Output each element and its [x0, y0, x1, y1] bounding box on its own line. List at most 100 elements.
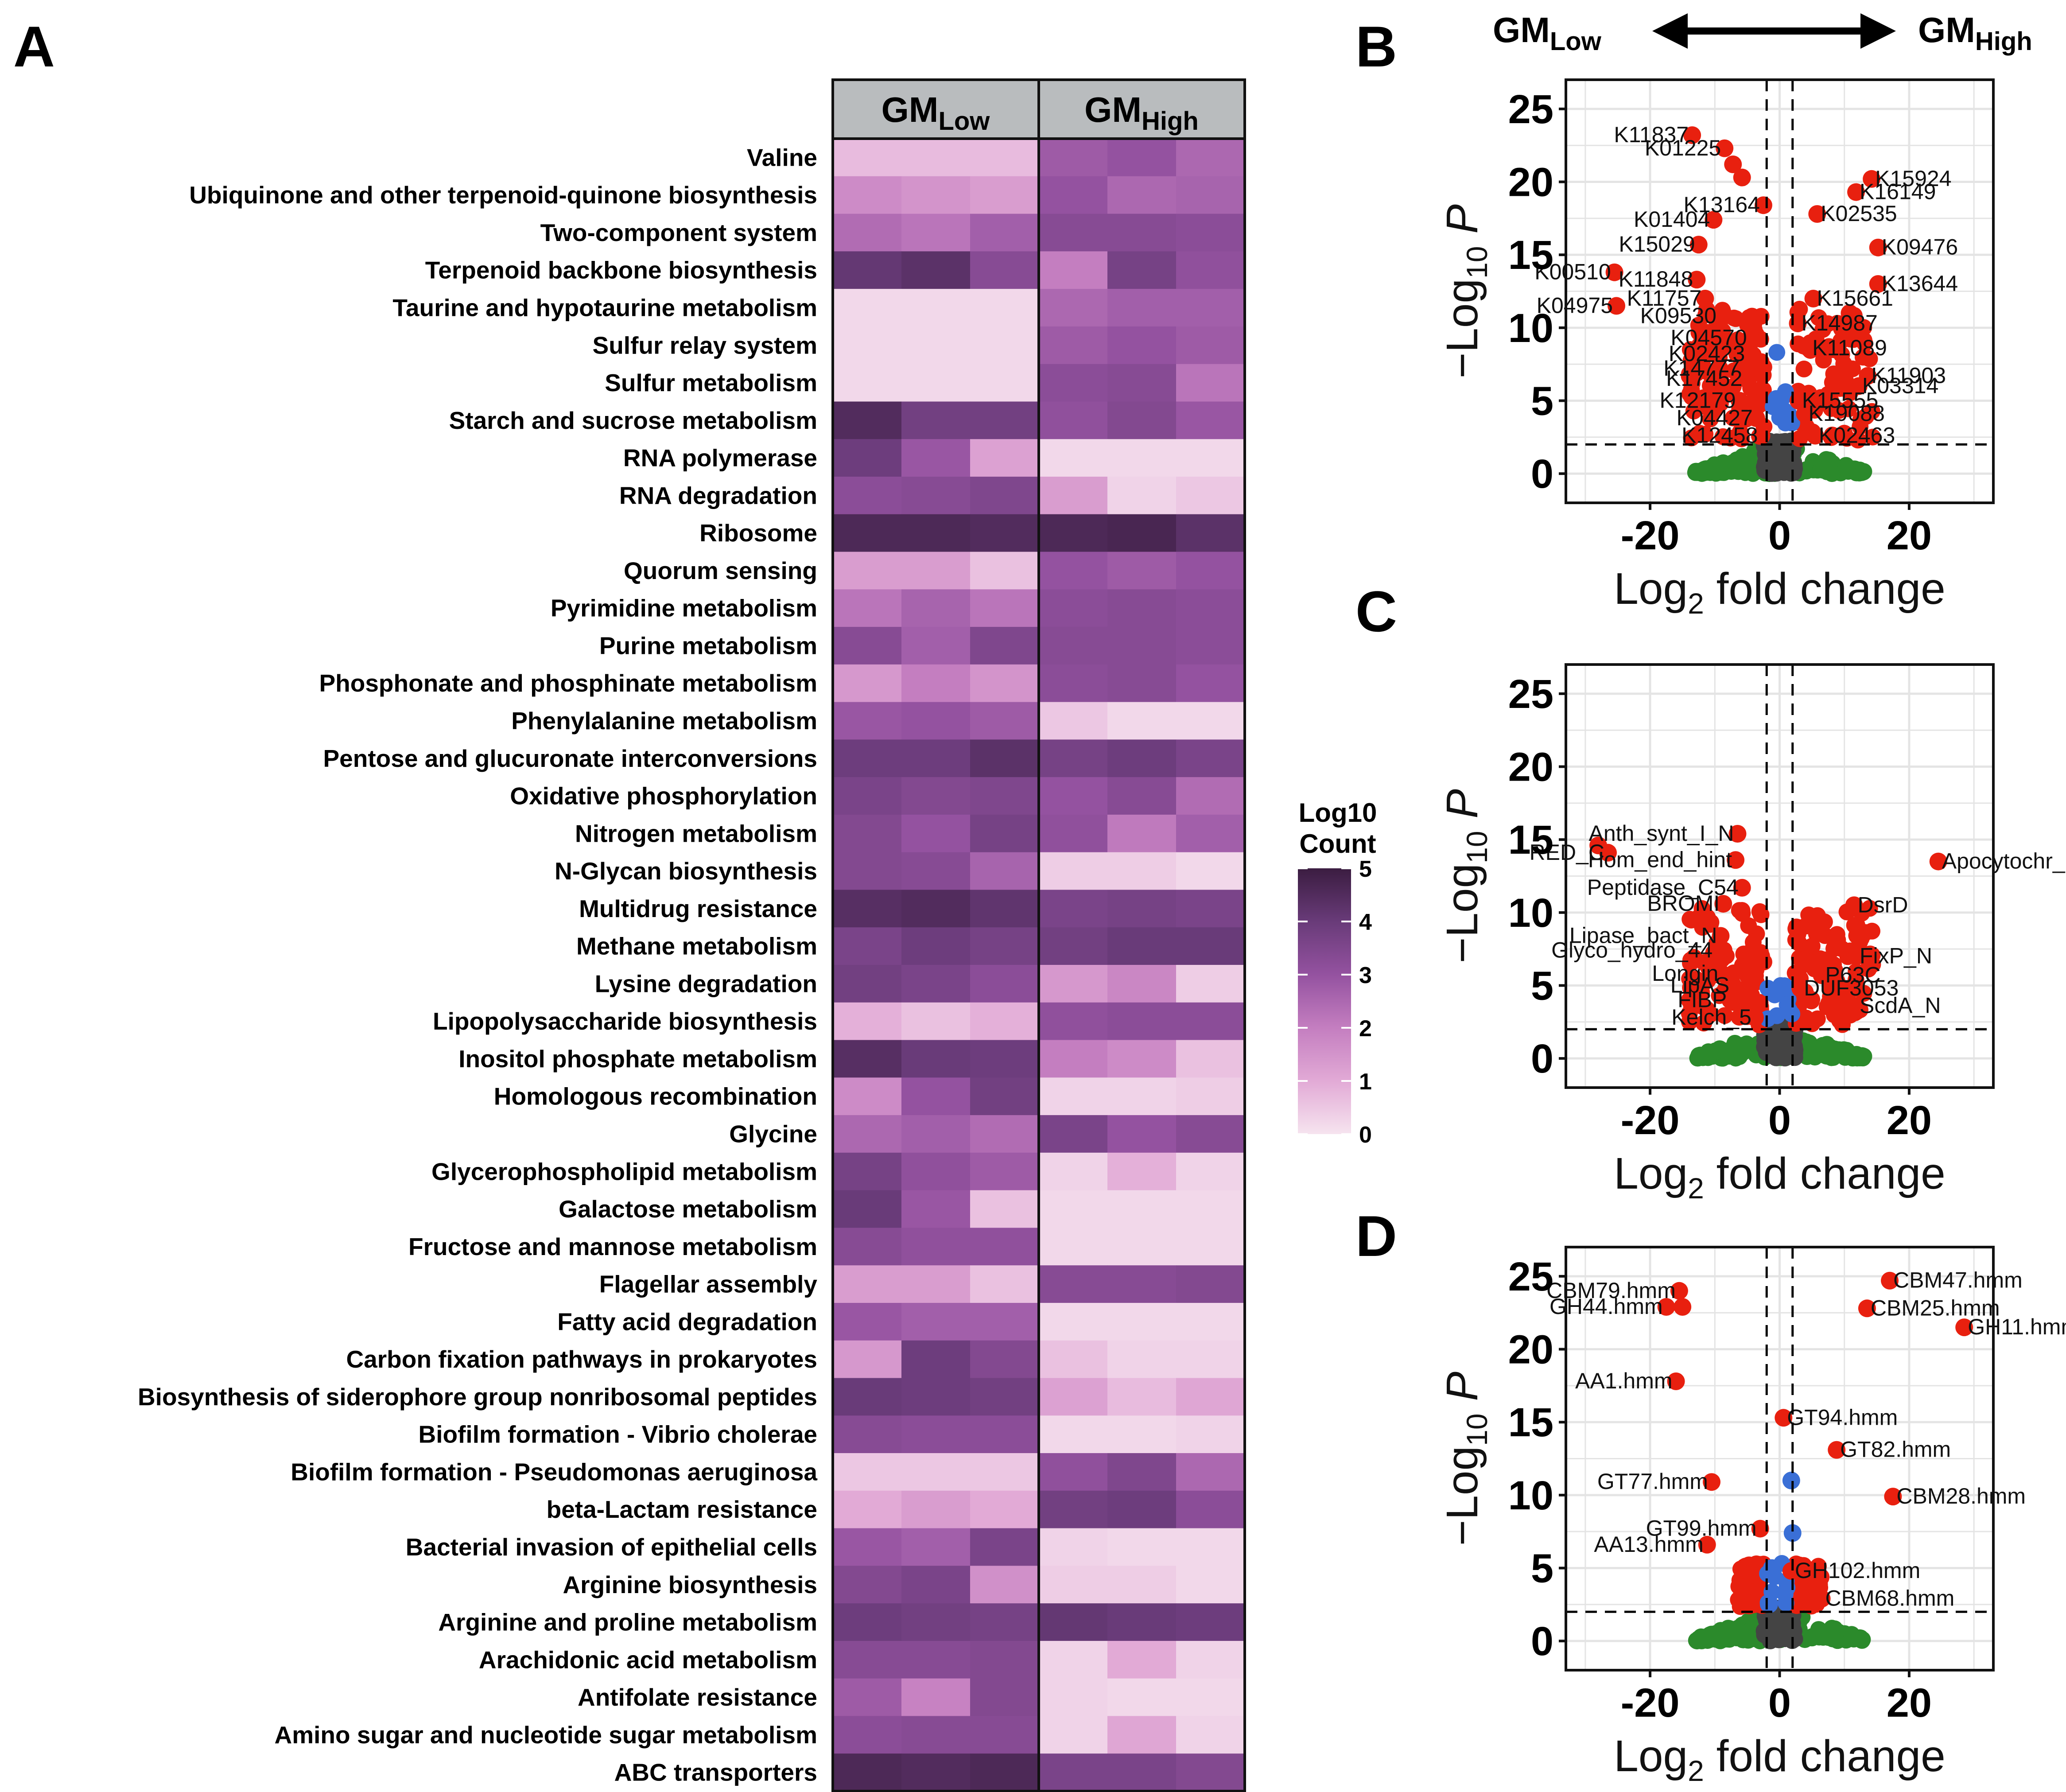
- heatmap-cell: [970, 927, 1039, 965]
- point-label: DsrD: [1858, 892, 1908, 917]
- legend-title-line1: Log10: [1299, 798, 1377, 828]
- heatmap-cell: [970, 702, 1039, 740]
- heatmap-cell: [1039, 289, 1108, 327]
- point-significant: [1706, 330, 1724, 348]
- y-tick-label: 0: [1531, 1036, 1553, 1081]
- heatmap-cell: [901, 702, 971, 740]
- heatmap-cell: [833, 1190, 902, 1228]
- legend-color-bar: [1298, 868, 1351, 1134]
- data-point: [1782, 1562, 1800, 1580]
- point-significant: [1702, 377, 1719, 394]
- heatmap-cell: [1107, 1603, 1177, 1641]
- data-point: [1716, 139, 1734, 157]
- point-significant: [1842, 330, 1859, 348]
- heatmap-row-label: Glycerophospholipid metabolism: [431, 1158, 817, 1185]
- legend-title-line2: Count: [1299, 829, 1376, 859]
- data-point: [1808, 205, 1826, 223]
- heatmap-cell: [970, 1077, 1039, 1116]
- heatmap-cell: [1107, 439, 1177, 477]
- direction-arrow-right-head: [1860, 13, 1896, 49]
- heatmap-cell: [1176, 214, 1245, 252]
- heatmap-cell: [970, 139, 1039, 177]
- point-significant: [1693, 983, 1710, 1001]
- heatmap-cell: [901, 1040, 971, 1078]
- point-significant: [1744, 933, 1762, 951]
- heatmap-cell: [1176, 251, 1245, 289]
- heatmap-cell: [833, 777, 902, 815]
- heatmap-cell: [833, 326, 902, 365]
- heatmap-cell: [970, 1228, 1039, 1266]
- panel-label-b: B: [1355, 14, 1397, 79]
- heatmap-cell: [1176, 664, 1245, 703]
- point-significant: [1818, 998, 1836, 1015]
- point-significant: [1792, 1580, 1810, 1598]
- point-not-significant: [1764, 1629, 1782, 1646]
- point-label: K02423: [1669, 341, 1745, 366]
- point-significant: [1693, 327, 1710, 344]
- x-tick-label: 0: [1768, 1098, 1791, 1143]
- point-label: K01404: [1634, 207, 1710, 232]
- heatmap-row-label: Two-component system: [540, 219, 817, 246]
- point-not-significant: [1773, 459, 1790, 477]
- point-label: K19088: [1809, 401, 1885, 426]
- heatmap-cell: [833, 1603, 902, 1641]
- heatmap-cell: [833, 1340, 902, 1379]
- point-label: K15661: [1817, 286, 1893, 311]
- heatmap-cell: [901, 289, 971, 327]
- heatmap-cell: [1107, 927, 1177, 965]
- data-point: [1804, 289, 1822, 307]
- point-p-only: [1768, 344, 1786, 361]
- point-p-only: [1767, 390, 1785, 407]
- heatmap-cell: [970, 1753, 1039, 1792]
- heatmap-cell: [901, 852, 971, 890]
- x-tick-label: 20: [1887, 513, 1932, 558]
- heatmap-cell: [1107, 214, 1177, 252]
- data-point: [1782, 1471, 1800, 1489]
- data-point: [1688, 271, 1706, 289]
- point-label: K13164: [1684, 192, 1760, 217]
- data-point: [1599, 844, 1617, 862]
- data-point: [1705, 211, 1723, 229]
- heatmap-cell: [1176, 439, 1245, 477]
- heatmap-cell: [833, 1753, 902, 1792]
- heatmap-cell: [1107, 1265, 1177, 1303]
- heatmap-cell: [1039, 814, 1108, 853]
- heatmap-cell: [1039, 1490, 1108, 1529]
- heatmap-cell: [901, 1453, 971, 1491]
- heatmap-row-label: Ubiquinone and other terpenoid-quinone b…: [189, 181, 817, 209]
- heatmap-cell: [1176, 401, 1245, 439]
- point-significant: [1800, 953, 1817, 971]
- heatmap-cell: [901, 1415, 971, 1454]
- heatmap-cell: [833, 1566, 902, 1604]
- heatmap-row-labels: Valine Ubiquinone and other terpenoid-qui…: [138, 144, 817, 1786]
- data-point: [1813, 1590, 1831, 1608]
- heatmap-header-high-label: GMHigh: [1084, 90, 1199, 136]
- data-point: [1712, 927, 1730, 945]
- heatmap-cell: [1107, 1753, 1177, 1792]
- x-tick-label: 0: [1768, 1680, 1791, 1726]
- heatmap-cell: [833, 739, 902, 777]
- heatmap-cell: [1039, 401, 1108, 439]
- data-point: [1955, 1318, 1973, 1337]
- data-point: [1724, 976, 1742, 995]
- heatmap-cell: [901, 476, 971, 515]
- heatmap-cell: [1176, 1528, 1245, 1566]
- data-point: [1724, 155, 1742, 173]
- point-significant: [1743, 953, 1760, 970]
- heatmap-row-label: Fructose and mannose metabolism: [408, 1233, 817, 1260]
- heatmap-header-low-label: GMLow: [882, 90, 990, 136]
- heatmap-cell: [1039, 514, 1108, 552]
- legend-tick-label: 0: [1359, 1122, 1372, 1148]
- point-significant: [1809, 907, 1826, 924]
- heatmap-cell: [1107, 1040, 1177, 1078]
- point-significant: [1835, 364, 1852, 381]
- heatmap-cell: [970, 439, 1039, 477]
- point-label: GT82.hmm: [1840, 1437, 1951, 1462]
- heatmap-cell: [1039, 1340, 1108, 1379]
- heatmap-cell: [1176, 1566, 1245, 1604]
- point-fc-only: [1835, 1041, 1852, 1058]
- data-point: [1707, 941, 1725, 960]
- heatmap-cell: [1107, 1640, 1177, 1679]
- heatmap-panel-a: GMLow GMHigh Valine Ubiquinone and other …: [138, 78, 1377, 1792]
